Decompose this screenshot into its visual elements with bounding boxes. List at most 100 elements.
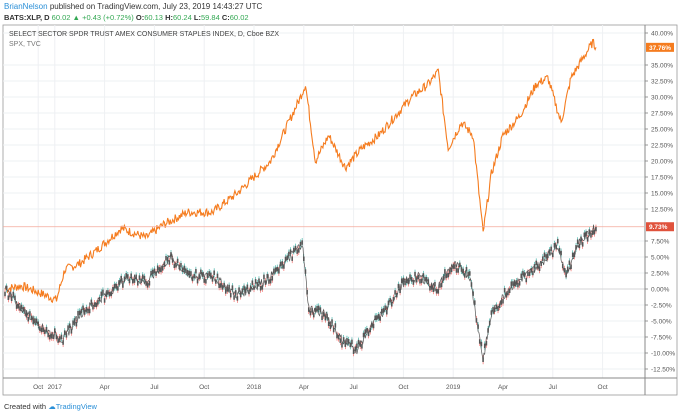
candle-body [103, 298, 106, 303]
candle-body [180, 263, 182, 268]
candle-body [540, 261, 542, 266]
candle-body [477, 324, 479, 329]
candle-body [206, 273, 209, 278]
candle-body [77, 310, 79, 316]
candle-body [203, 278, 205, 283]
y-tick-label: 32.50% [651, 79, 673, 86]
candle-body [4, 291, 6, 297]
candle-body [432, 287, 435, 292]
candle-body [553, 243, 556, 248]
candle-body [123, 276, 126, 281]
candle-body [210, 272, 212, 278]
candle-body [311, 308, 313, 313]
x-tick-label: Oct [598, 384, 608, 391]
low-value: 59.84 [200, 13, 220, 22]
candle-body [414, 271, 416, 277]
legend-main-series: SELECT SECTOR SPDR TRUST AMEX CONSUMER S… [9, 31, 280, 38]
candle-body [480, 341, 483, 347]
candle-body [543, 252, 546, 258]
candle-body [118, 280, 121, 285]
candle-body [10, 296, 13, 302]
candle-body [200, 269, 202, 275]
y-tick-label: 22.50% [651, 143, 673, 150]
candle-body [171, 258, 174, 263]
candle-body [321, 315, 323, 320]
candle-body [454, 264, 456, 269]
candle-body [299, 241, 302, 247]
candle-body [45, 326, 48, 332]
candle-body [439, 283, 441, 288]
candle-body [258, 278, 260, 283]
candle-body [87, 308, 89, 314]
candle-body [90, 299, 93, 305]
y-tick-label: 27.50% [651, 111, 673, 118]
candle-body [341, 343, 343, 348]
candle-body [455, 268, 458, 273]
candle-body [483, 343, 486, 349]
x-tick-label: Jul [549, 384, 558, 391]
x-tick-label: Apr [299, 384, 310, 391]
candle-body [457, 268, 459, 273]
candle-body [229, 292, 232, 298]
candle-body [195, 268, 197, 274]
candle-body [397, 283, 400, 289]
candle-body [585, 231, 587, 237]
candle-body [586, 237, 589, 242]
candle-body [346, 338, 348, 343]
candle-body [309, 310, 312, 316]
candle-body [29, 311, 31, 316]
candle-body [410, 277, 413, 282]
candle-body [251, 280, 254, 285]
candle-body [404, 280, 406, 286]
xlp-series-line [4, 224, 597, 361]
tradingview-link[interactable]: TradingView [55, 402, 97, 411]
candle-body [63, 330, 66, 335]
candle-body [588, 229, 591, 234]
candle-body [151, 269, 154, 275]
candle-body [158, 267, 161, 272]
candle-body [312, 312, 315, 318]
candle-body [70, 329, 73, 334]
author-link[interactable]: BrianNelson [4, 2, 48, 11]
candle-body [366, 328, 368, 333]
candle-body [379, 316, 381, 321]
candle-body [163, 262, 166, 267]
last-value-label: 9.73% [649, 224, 668, 231]
y-tick-label: 15.00% [651, 191, 673, 198]
candle-body [528, 271, 531, 276]
price-change: +0.43 (+0.72%) [82, 13, 134, 22]
candle-body [137, 281, 139, 286]
y-tick-label: 20.00% [651, 159, 673, 166]
candle-body [429, 286, 431, 291]
candle-body [374, 315, 376, 321]
candle-body [576, 239, 579, 244]
candle-body [67, 325, 69, 330]
last-value-badge [646, 222, 674, 232]
candle-body [176, 258, 179, 264]
candle-body [146, 283, 149, 288]
x-tick-label: 2019 [446, 384, 461, 391]
candle-body [515, 280, 518, 285]
candle-body [181, 267, 184, 272]
candle-body [239, 292, 242, 298]
candle-body [263, 274, 265, 280]
candle-body [82, 305, 84, 311]
candle-body [160, 267, 162, 273]
candle-body [238, 287, 240, 292]
candle-body [556, 238, 559, 244]
candle-body [417, 274, 420, 280]
high-value: 60.24 [173, 13, 192, 22]
candle-body [563, 268, 566, 273]
chart[interactable]: 40.00% 35.00% 32.50% 30.00% 27.50% 25.00% 22.5… [0, 0, 680, 400]
candle-body [561, 263, 564, 269]
close-label: C: [221, 13, 230, 22]
candle-body [522, 270, 524, 276]
candle-body [329, 324, 332, 330]
candle-body [105, 292, 108, 298]
candle-body [296, 249, 298, 254]
candle-body [542, 256, 544, 261]
candle-body [558, 247, 561, 253]
legend-compare-series: SPX, TVC [9, 41, 41, 48]
candle-body [125, 273, 127, 278]
x-tick-label: Oct [33, 384, 43, 391]
